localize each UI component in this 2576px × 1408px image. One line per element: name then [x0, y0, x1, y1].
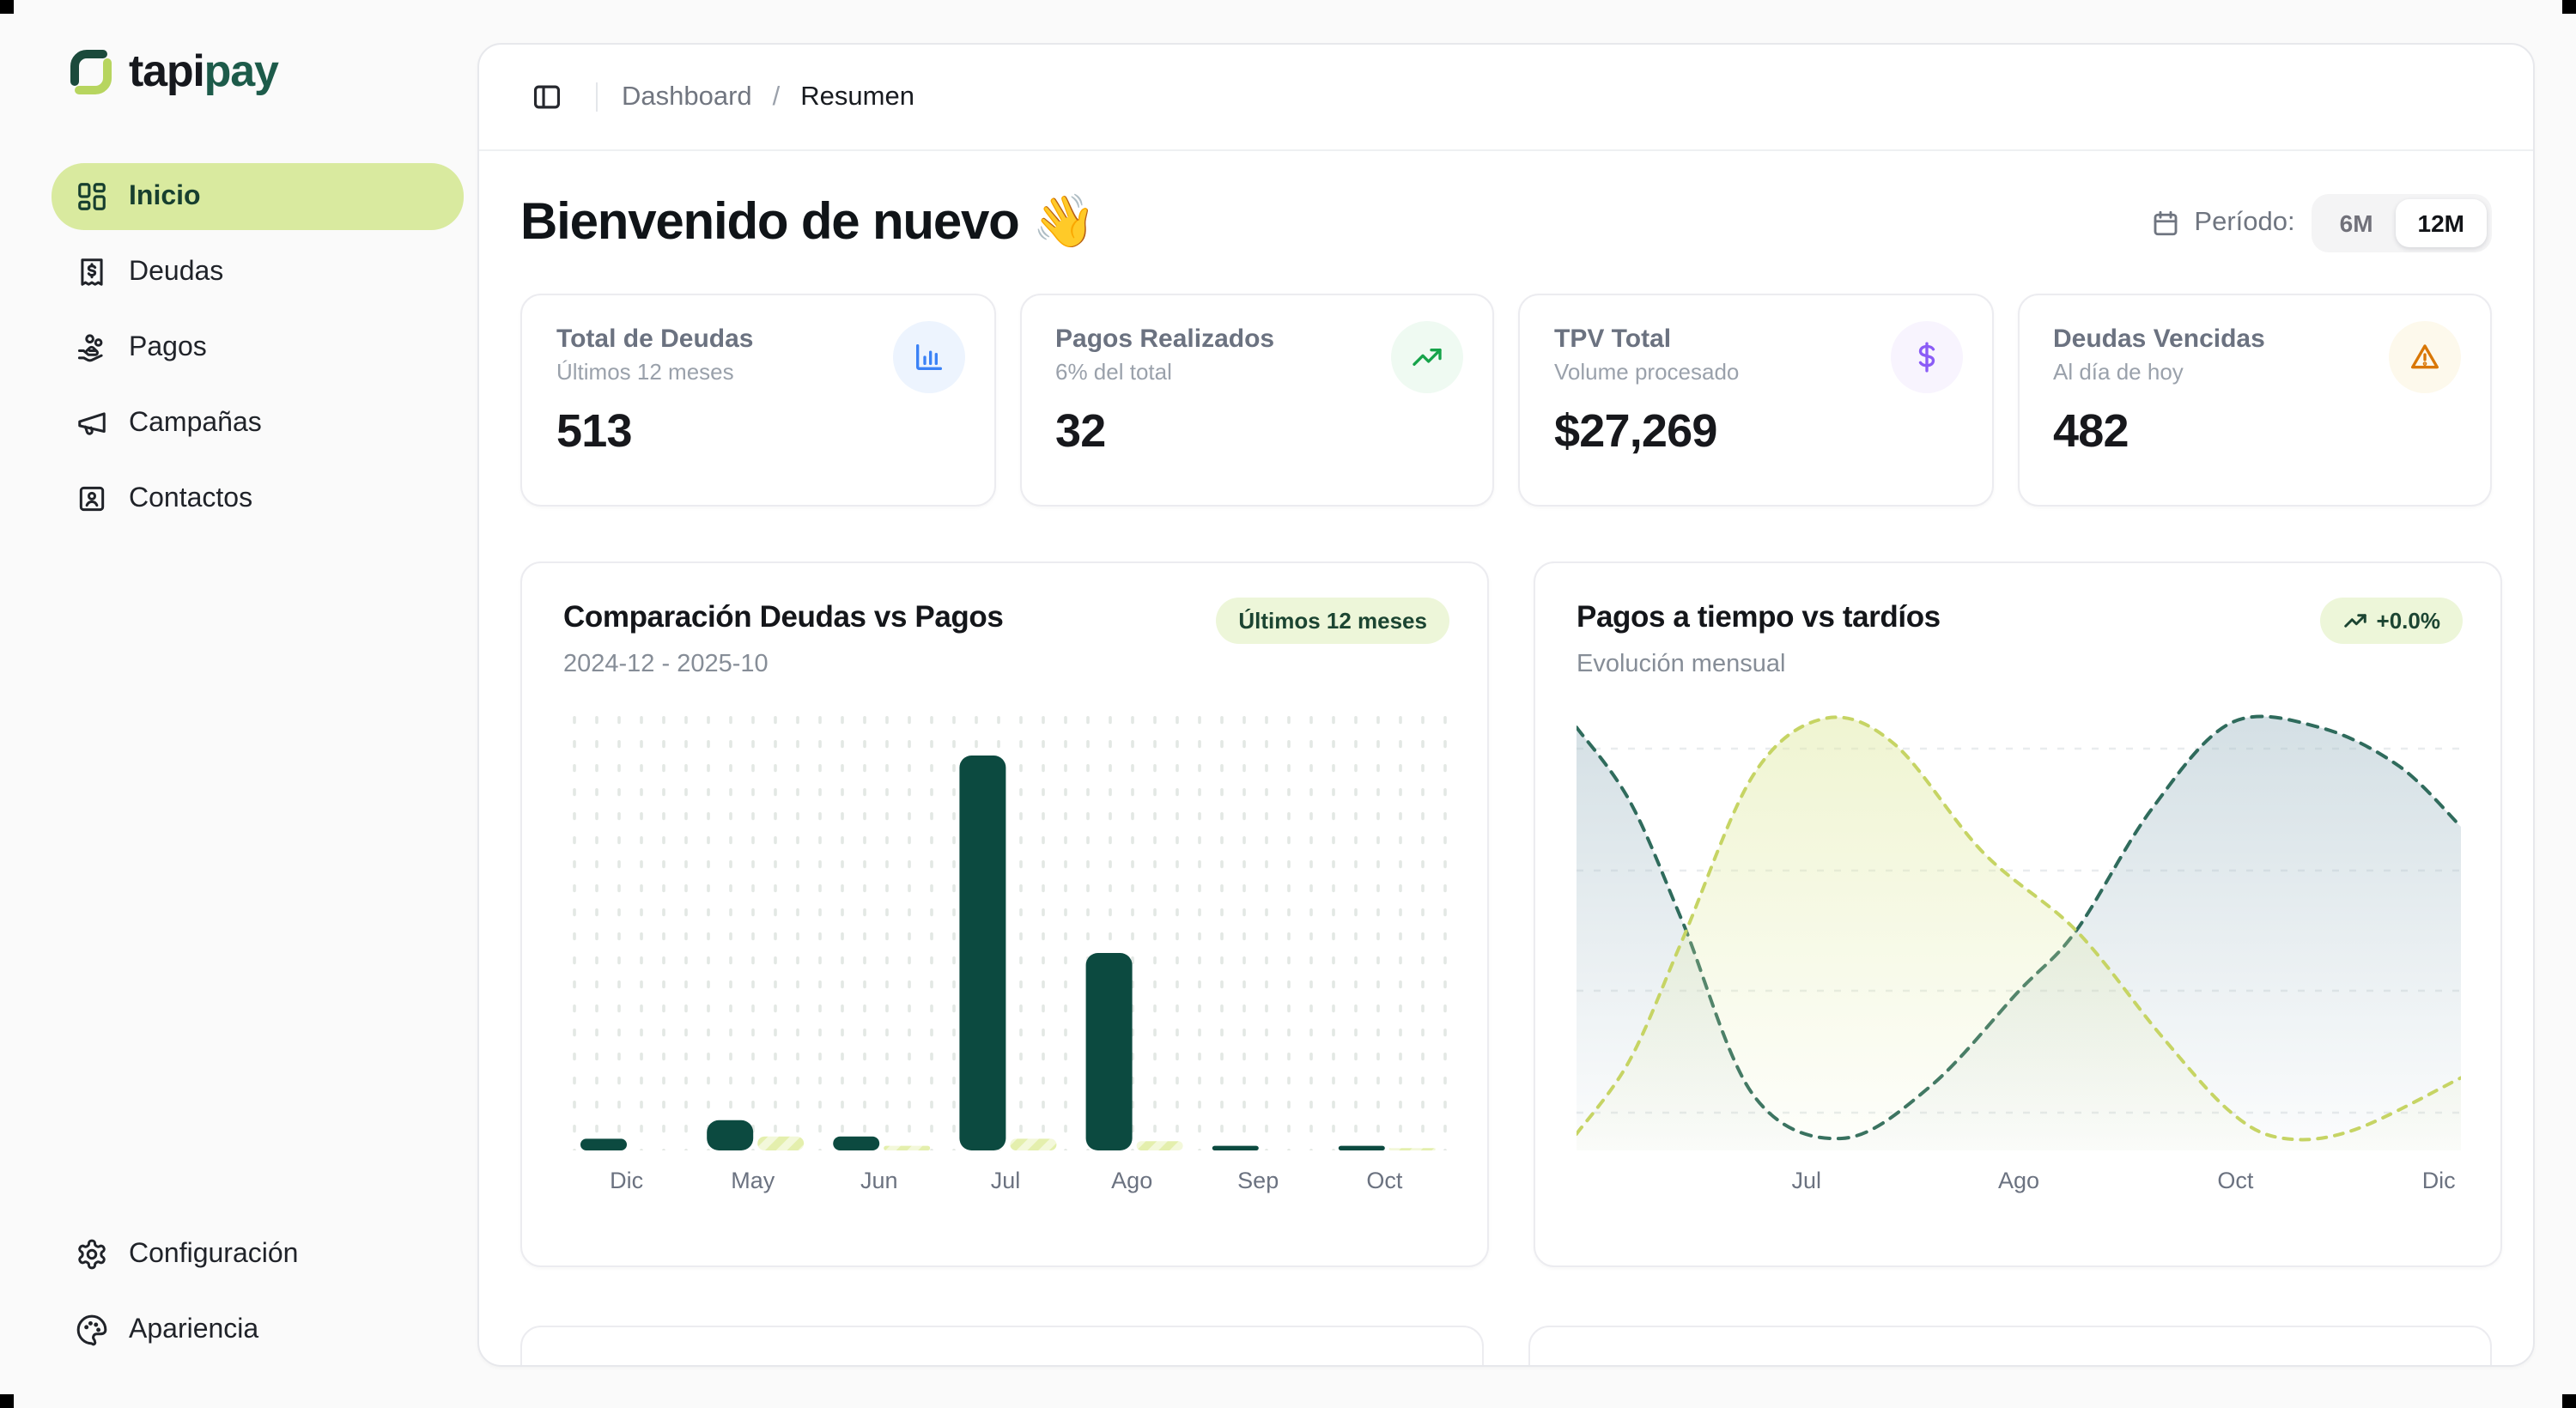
contact-card-icon: [76, 482, 108, 515]
svg-text:Dic: Dic: [2422, 1168, 2456, 1193]
screen-corner: [0, 1394, 14, 1408]
breadcrumb-separator: /: [772, 82, 781, 111]
stat-subtitle: Volume procesado: [1554, 359, 1740, 385]
period-option-6m[interactable]: 6M: [2339, 209, 2373, 236]
sidebar-toggle-button[interactable]: [520, 71, 572, 123]
calendar-icon: [2149, 207, 2180, 238]
dashboard-grid-icon: [76, 180, 108, 213]
period-option-12m[interactable]: 12M: [2395, 198, 2487, 246]
main-panel: Dashboard / Resumen Bienvenido de nuevo …: [477, 43, 2535, 1367]
chart-subtitle: 2024-12 - 2025-10: [563, 651, 769, 678]
next-cards-row: [520, 1326, 2492, 1365]
bar-chart-icon: [892, 321, 964, 393]
stat-subtitle: 6% del total: [1055, 359, 1172, 385]
gear-icon: [76, 1238, 108, 1271]
stat-card-total-deudas: Total de Deudas Últimos 12 meses 513: [520, 294, 995, 507]
tapipay-logo-icon: [65, 46, 117, 97]
bar-chart-plot: Dic May Jun Jul Ago Sep Oct: [563, 707, 1448, 1197]
stat-value: $27,269: [1554, 405, 1717, 457]
warning-triangle-icon: [2389, 321, 2461, 393]
breadcrumb-current-page: Resumen: [800, 82, 914, 111]
svg-text:Oct: Oct: [2217, 1168, 2254, 1193]
hand-coins-icon: [76, 331, 108, 364]
svg-text:Jun: Jun: [860, 1168, 898, 1193]
charts-row: Comparación Deudas vs Pagos 2024-12 - 20…: [520, 561, 2502, 1267]
dollar-sign-icon: [1890, 321, 1962, 393]
sidebar: tapipay Inicio: [0, 0, 477, 1408]
svg-text:Jul: Jul: [991, 1168, 1021, 1193]
svg-text:Jul: Jul: [1792, 1168, 1822, 1193]
megaphone-icon: [76, 407, 108, 440]
screen-corner: [2562, 1394, 2576, 1408]
palette-icon: [76, 1314, 108, 1346]
stat-value: 513: [556, 405, 633, 457]
stat-subtitle: Últimos 12 meses: [556, 359, 734, 385]
breadcrumb-dashboard[interactable]: Dashboard: [622, 82, 752, 111]
breadcrumb: Dashboard / Resumen: [622, 82, 914, 112]
stat-title: Total de Deudas: [556, 325, 754, 354]
sidebar-item-pagos[interactable]: Pagos: [52, 314, 464, 381]
brand-name: tapipay: [129, 45, 279, 96]
sidebar-item-label: Contactos: [129, 483, 253, 513]
svg-text:Dic: Dic: [610, 1168, 643, 1193]
stat-value: 482: [2053, 405, 2129, 457]
sidebar-item-campanas[interactable]: Campañas: [52, 390, 464, 457]
chart-card-pagos-tiempo-vs-tardios: Pagos a tiempo vs tardíos Evolución mens…: [1534, 561, 2502, 1267]
stat-value: 32: [1055, 405, 1106, 457]
sidebar-item-apariencia[interactable]: Apariencia: [52, 1296, 464, 1363]
sidebar-item-label: Campañas: [129, 408, 262, 437]
card: [1528, 1326, 2492, 1365]
area-chart-plot: Jul Ago Oct Dic: [1577, 707, 2461, 1197]
stat-title: Deudas Vencidas: [2053, 325, 2265, 354]
stat-card-pagos-realizados: Pagos Realizados 6% del total 32: [1019, 294, 1494, 507]
period-segmented-control: 6M 12M: [2312, 193, 2492, 252]
dashboard-content: Bienvenido de nuevo 👋 Período: 6M 12M: [479, 151, 2533, 1365]
svg-text:Sep: Sep: [1237, 1168, 1279, 1193]
chart-badge: Últimos 12 meses: [1216, 598, 1449, 644]
brand-logo: tapipay: [0, 34, 477, 98]
stat-title: Pagos Realizados: [1055, 325, 1275, 354]
stat-cards-row: Total de Deudas Últimos 12 meses 513 Pag…: [520, 294, 2492, 507]
receipt-dollar-icon: [76, 256, 108, 288]
sidebar-item-label: Pagos: [129, 332, 207, 361]
sidebar-item-label: Deudas: [129, 257, 224, 286]
chart-title: Comparación Deudas vs Pagos: [563, 599, 1004, 634]
top-bar: Dashboard / Resumen: [479, 45, 2533, 151]
chart-card-deudas-vs-pagos: Comparación Deudas vs Pagos 2024-12 - 20…: [520, 561, 1489, 1267]
sidebar-item-inicio[interactable]: Inicio: [52, 163, 464, 230]
period-selector: Período: 6M 12M: [2149, 193, 2492, 252]
svg-text:Ago: Ago: [1111, 1168, 1152, 1193]
stat-card-tpv-total: TPV Total Volume procesado $27,269: [1518, 294, 1993, 507]
sidebar-nav: Inicio Deudas: [0, 163, 477, 532]
sidebar-item-deudas[interactable]: Deudas: [52, 239, 464, 306]
trending-up-icon: [1391, 321, 1463, 393]
svg-text:May: May: [731, 1168, 775, 1193]
sidebar-item-label: Apariencia: [129, 1314, 259, 1344]
screen-corner: [0, 0, 14, 14]
sidebar-item-configuracion[interactable]: Configuración: [52, 1221, 464, 1288]
sidebar-footer: Configuración Apariencia: [0, 1221, 477, 1363]
stat-subtitle: Al día de hoy: [2053, 359, 2184, 385]
screen-corner: [2562, 0, 2576, 14]
stat-title: TPV Total: [1554, 325, 1672, 354]
stat-card-deudas-vencidas: Deudas Vencidas Al día de hoy 482: [2017, 294, 2492, 507]
sidebar-item-contactos[interactable]: Contactos: [52, 465, 464, 532]
svg-text:Ago: Ago: [1998, 1168, 2039, 1193]
sidebar-item-label: Inicio: [129, 181, 201, 210]
period-label: Período:: [2149, 207, 2295, 238]
card: [520, 1326, 1484, 1365]
chart-subtitle: Evolución mensual: [1577, 651, 1786, 678]
trending-up-icon: [2342, 608, 2368, 634]
header-divider: [596, 82, 598, 112]
svg-text:Oct: Oct: [1366, 1168, 1403, 1193]
chart-badge: +0.0%: [2319, 598, 2463, 644]
sidebar-item-label: Configuración: [129, 1239, 299, 1268]
page-title: Bienvenido de nuevo 👋: [520, 194, 1097, 251]
chart-title: Pagos a tiempo vs tardíos: [1577, 599, 1941, 634]
